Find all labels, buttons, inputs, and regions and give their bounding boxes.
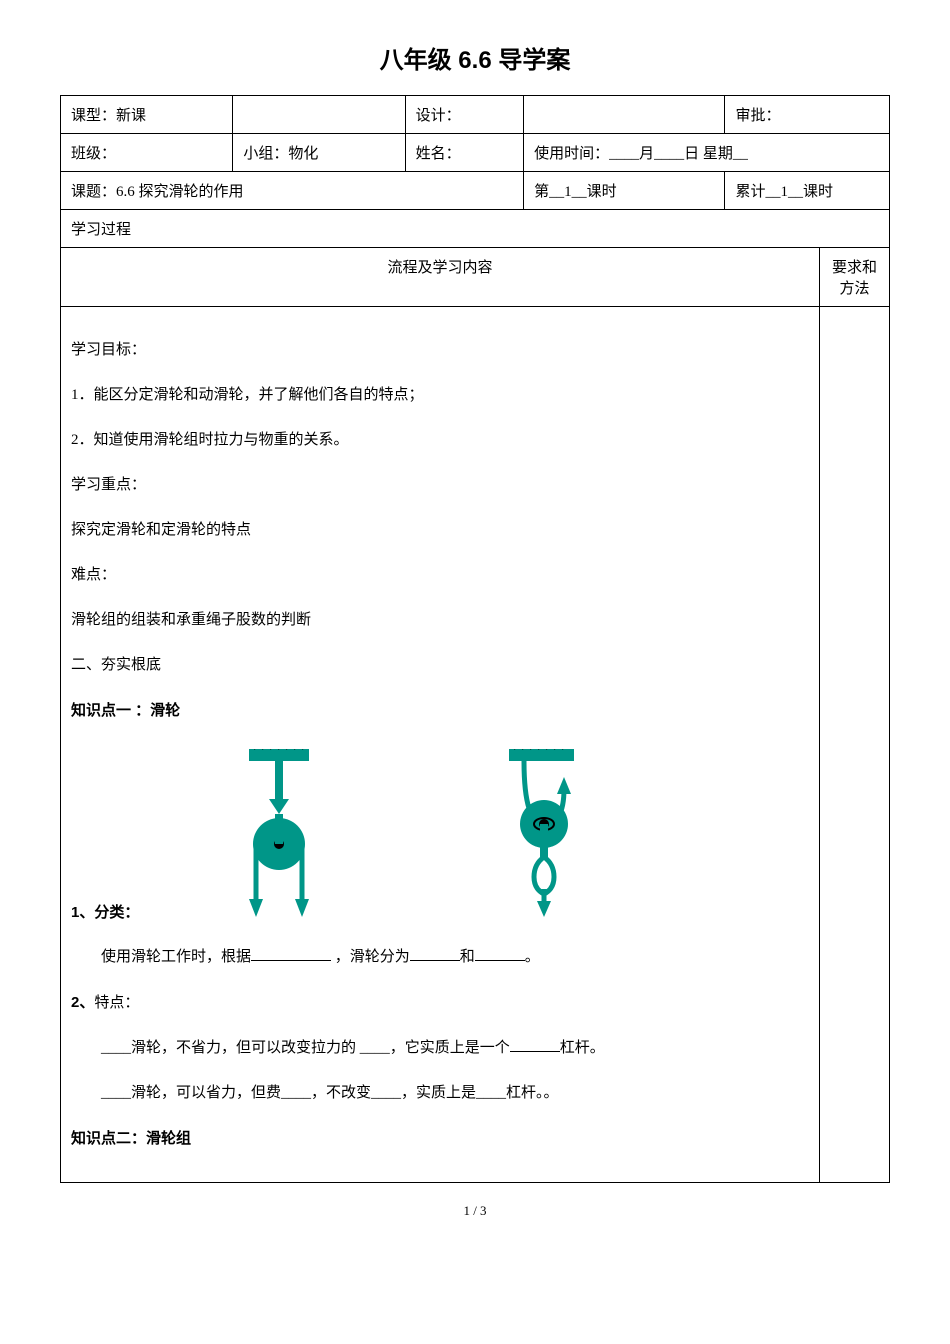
total-period-label: 累计__1__课时 <box>725 172 890 210</box>
header-row-4: 学习过程 <box>61 210 890 248</box>
process-label: 学习过程 <box>61 210 890 248</box>
blank-field[interactable] <box>510 1037 560 1052</box>
objectives-label: 学习目标： <box>71 334 809 367</box>
section-2-label: 二、夯实根底 <box>71 649 809 682</box>
lesson-type: 课型：新课 <box>61 96 233 134</box>
feature-text: 特点： <box>94 995 139 1011</box>
feature-label: 2、特点： <box>71 986 809 1020</box>
pulley-row: 1、分类： <box>71 739 809 929</box>
objective-1: 1．能区分定滑轮和动滑轮，并了解他们各自的特点； <box>71 379 809 412</box>
header-row-1: 课型：新课 设计： 审批： <box>61 96 890 134</box>
objective-2: 2．知道使用滑轮组时拉力与物重的关系。 <box>71 424 809 457</box>
blank-field[interactable] <box>251 946 331 961</box>
design-label: 设计： <box>405 96 523 134</box>
knowledge-point-2: 知识点二：滑轮组 <box>71 1122 809 1155</box>
difficulty-text: 滑轮组的组装和承重绳子股数的判断 <box>71 604 809 637</box>
class-label: 班级： <box>61 134 233 172</box>
feature1-part2: 杠杆。 <box>560 1040 605 1056</box>
feature-2: ____滑轮，可以省力，但费____，不改变____，实质上是____杠杆。。 <box>71 1077 809 1110</box>
classify-text: 使用滑轮工作时，根据 ，滑轮分为 和 。 <box>71 941 809 974</box>
content-row: 学习目标： 1．能区分定滑轮和动滑轮，并了解他们各自的特点； 2．知道使用滑轮组… <box>61 307 890 1183</box>
flow-content-label: 流程及学习内容 <box>61 248 820 307</box>
header-row-2: 班级： 小组：物化 姓名： 使用时间：____月____日 星期__ <box>61 134 890 172</box>
feature1-part1: ____滑轮，不省力，但可以改变拉力的 ____，它实质上是一个 <box>101 1040 510 1056</box>
date-label: 使用时间：____月____日 星期__ <box>524 134 890 172</box>
blank-field[interactable] <box>410 946 460 961</box>
topic-label: 课题：6.6 探究滑轮的作用 <box>61 172 524 210</box>
req-line2: 方法 <box>839 281 869 297</box>
feature-num: 2、 <box>71 994 94 1011</box>
classify-part-1: 使用滑轮工作时，根据 <box>101 949 251 965</box>
requirements-column <box>820 307 890 1183</box>
group-label: 小组：物化 <box>233 134 405 172</box>
keypoint-label: 学习重点： <box>71 469 809 502</box>
classify-part-2: ，滑轮分为 <box>335 949 410 965</box>
empty-cell <box>233 96 405 134</box>
keypoint-text: 探究定滑轮和定滑轮的特点 <box>71 514 809 547</box>
fixed-pulley-icon <box>239 749 319 919</box>
name-label: 姓名： <box>405 134 523 172</box>
difficulty-label: 难点： <box>71 559 809 592</box>
worksheet-table: 课型：新课 设计： 审批： 班级： 小组：物化 姓名： 使用时间：____月__… <box>60 95 890 1183</box>
page-title: 八年级 6.6 导学案 <box>60 40 890 75</box>
blank-field[interactable] <box>475 946 525 961</box>
knowledge-point-1: 知识点一 ：滑轮 <box>71 694 809 727</box>
period-label: 第__1__课时 <box>524 172 725 210</box>
empty-cell-2 <box>524 96 725 134</box>
pulley-diagrams <box>239 749 589 919</box>
classify-part-3: 和 <box>460 949 475 965</box>
main-content: 学习目标： 1．能区分定滑轮和动滑轮，并了解他们各自的特点； 2．知道使用滑轮组… <box>61 307 820 1183</box>
requirements-label: 要求和 方法 <box>820 248 890 307</box>
header-row-5: 流程及学习内容 要求和 方法 <box>61 248 890 307</box>
req-line1: 要求和 <box>832 260 877 276</box>
page-number: 1 / 3 <box>60 1203 890 1219</box>
movable-pulley-icon <box>499 749 589 919</box>
header-row-3: 课题：6.6 探究滑轮的作用 第__1__课时 累计__1__课时 <box>61 172 890 210</box>
approve-label: 审批： <box>725 96 890 134</box>
feature-1: ____滑轮，不省力，但可以改变拉力的 ____，它实质上是一个 杠杆。 <box>71 1032 809 1065</box>
classify-number: 1、分类： <box>71 896 139 929</box>
classify-part-4: 。 <box>525 949 540 965</box>
